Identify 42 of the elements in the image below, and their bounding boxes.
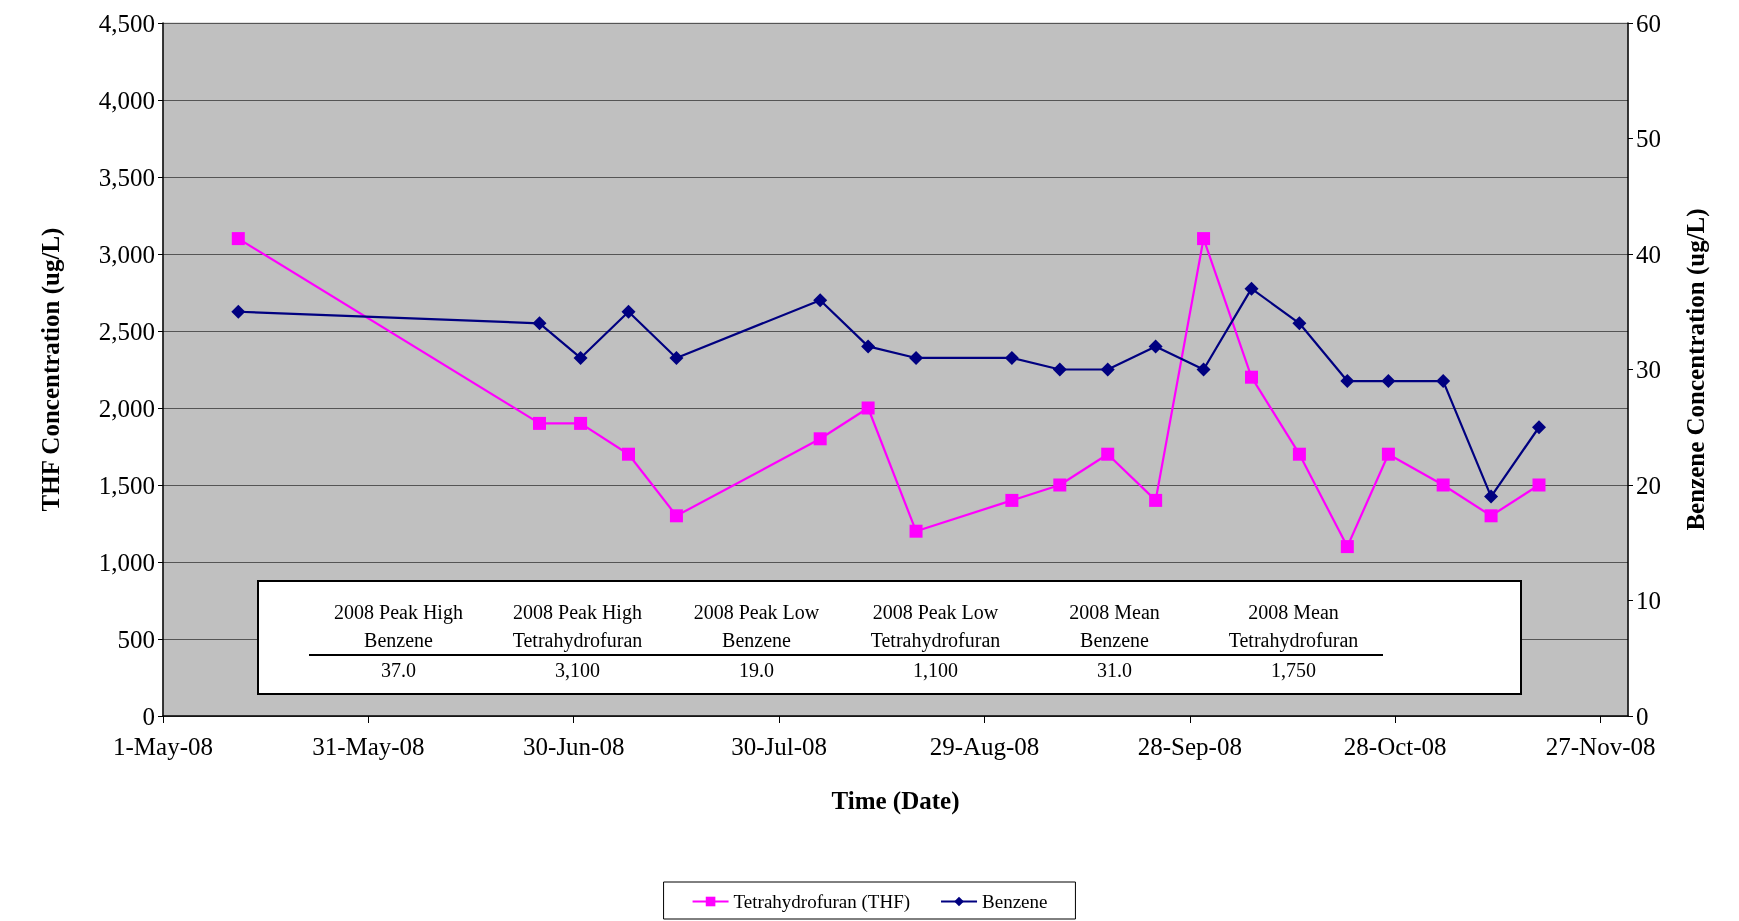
annotation: 2008 Peak High Benzene: [333, 600, 464, 653]
y2-tick-label: 50: [1636, 125, 1661, 152]
y2-axis-title: Benzene Concentration (ug/L): [1682, 208, 1710, 531]
x-axis-title: Time (Date): [831, 787, 960, 815]
annotation: 1,750: [1270, 658, 1317, 683]
annotation: 2008 Mean Tetrahydrofuran: [1227, 600, 1360, 654]
y2-tick-label: 60: [1636, 9, 1661, 37]
legend-label: Tetrahydrofuran (THF): [733, 891, 911, 913]
x-tick-label: 1-May-08: [113, 733, 213, 760]
y2-tick-label: 0: [1636, 702, 1649, 730]
y-tick-label: 2,500: [98, 317, 155, 345]
y2-tick-label: 20: [1636, 471, 1661, 499]
annotation: 31.0: [1096, 658, 1133, 683]
y2-tick-label: 40: [1636, 240, 1661, 268]
y-tick-label: 3,500: [98, 163, 155, 191]
y-tick-label: 500: [117, 625, 155, 653]
y-tick-label: 0: [142, 702, 155, 730]
annotation: 2008 Peak Low Tetrahydrofuran: [869, 600, 1002, 654]
x-tick-label: 30-Jul-08: [731, 733, 828, 760]
y-tick-label: 3,000: [98, 240, 155, 268]
x-tick-label: 29-Aug-08: [929, 733, 1040, 760]
x-tick-label: 30-Jun-08: [523, 733, 625, 760]
annotation: 3,100: [554, 658, 601, 683]
y-tick-label: 4,000: [98, 86, 155, 114]
x-tick-label: 28-Oct-08: [1343, 733, 1447, 760]
y-tick-label: 2,000: [98, 394, 155, 422]
y2-tick-label: 10: [1636, 587, 1661, 614]
y-tick-label: 4,500: [98, 9, 155, 37]
y-axis-title: THF Concentration (ug/L): [37, 227, 65, 512]
annotation: 2008 Peak Low Benzene: [692, 600, 821, 653]
x-tick-label: 31-May-08: [312, 733, 425, 760]
annotation: 19.0: [738, 658, 775, 683]
x-tick-label: 27-Nov-08: [1545, 733, 1656, 760]
y-tick-label: 1,000: [98, 548, 155, 576]
annotation: 2008 Mean Benzene: [1068, 600, 1161, 653]
x-tick-label: 28-Sep-08: [1137, 733, 1242, 760]
annotation: 1,100: [912, 658, 959, 683]
y-tick-label: 1,500: [98, 471, 155, 499]
annotation: 2008 Peak High Tetrahydrofuran: [511, 600, 644, 654]
annotation: 37.0: [380, 658, 417, 683]
legend-label: Benzene: [982, 891, 1048, 912]
y2-tick-label: 30: [1636, 356, 1661, 383]
